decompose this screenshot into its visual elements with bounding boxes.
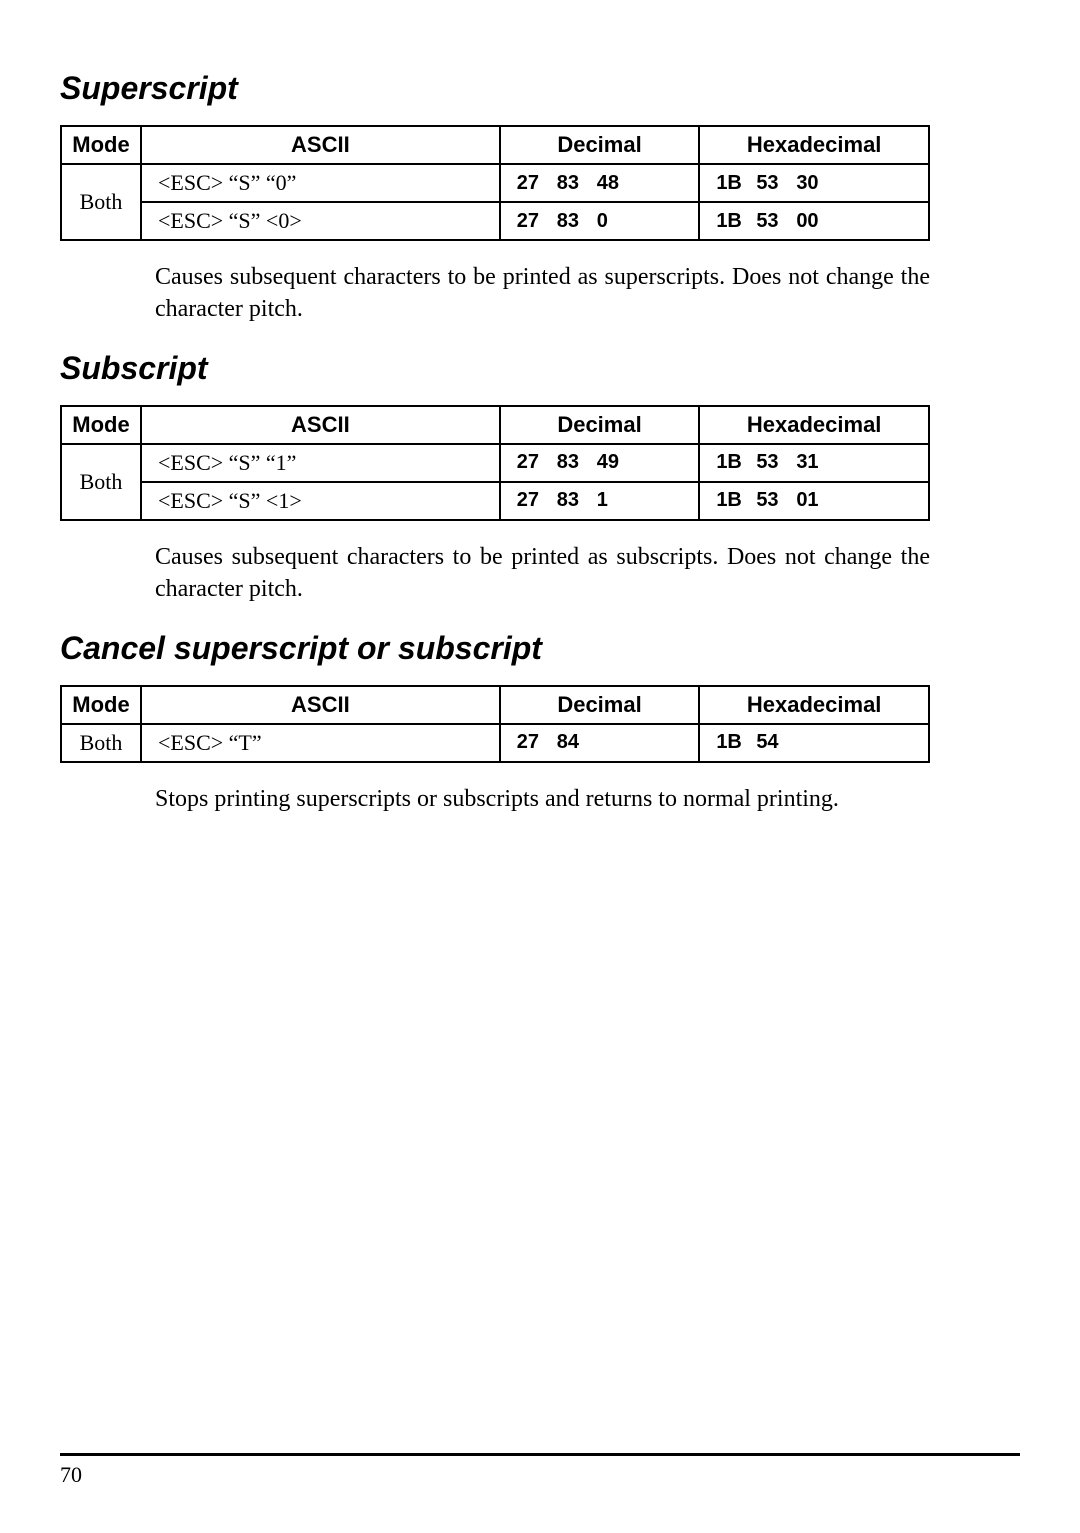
th-hex: Hexadecimal — [699, 686, 929, 724]
description-cancel: Stops printing superscripts or subscript… — [155, 783, 930, 815]
th-decimal: Decimal — [500, 686, 700, 724]
td-hex: 1B5330 — [699, 164, 929, 202]
td-mode: Both — [61, 164, 141, 240]
td-decimal: 278348 — [500, 164, 700, 202]
td-ascii: <ESC> “S” “0” — [141, 164, 500, 202]
heading-subscript: Subscript — [60, 350, 1020, 387]
page-number: 70 — [60, 1462, 82, 1487]
td-ascii: <ESC> “S” <0> — [141, 202, 500, 240]
th-mode: Mode — [61, 406, 141, 444]
page-footer: 70 — [60, 1453, 1020, 1488]
table-cancel: Mode ASCII Decimal Hexadecimal Both <ESC… — [60, 685, 930, 763]
th-ascii: ASCII — [141, 686, 500, 724]
td-decimal: 2784 — [500, 724, 700, 762]
td-mode: Both — [61, 724, 141, 762]
td-hex: 1B5300 — [699, 202, 929, 240]
td-decimal: 27831 — [500, 482, 700, 520]
th-hex: Hexadecimal — [699, 126, 929, 164]
th-mode: Mode — [61, 126, 141, 164]
th-mode: Mode — [61, 686, 141, 724]
th-ascii: ASCII — [141, 126, 500, 164]
th-ascii: ASCII — [141, 406, 500, 444]
table-subscript: Mode ASCII Decimal Hexadecimal Both <ESC… — [60, 405, 930, 521]
td-hex: 1B5331 — [699, 444, 929, 482]
td-hex: 1B5301 — [699, 482, 929, 520]
td-mode: Both — [61, 444, 141, 520]
table-superscript: Mode ASCII Decimal Hexadecimal Both <ESC… — [60, 125, 930, 241]
th-decimal: Decimal — [500, 126, 700, 164]
description-subscript: Causes subsequent characters to be print… — [155, 541, 930, 606]
description-superscript: Causes subsequent characters to be print… — [155, 261, 930, 326]
heading-superscript: Superscript — [60, 70, 1020, 107]
th-hex: Hexadecimal — [699, 406, 929, 444]
td-decimal: 278349 — [500, 444, 700, 482]
heading-cancel: Cancel superscript or subscript — [60, 630, 1020, 667]
td-decimal: 27830 — [500, 202, 700, 240]
td-ascii: <ESC> “S” “1” — [141, 444, 500, 482]
th-decimal: Decimal — [500, 406, 700, 444]
td-hex: 1B54 — [699, 724, 929, 762]
td-ascii: <ESC> “T” — [141, 724, 500, 762]
td-ascii: <ESC> “S” <1> — [141, 482, 500, 520]
